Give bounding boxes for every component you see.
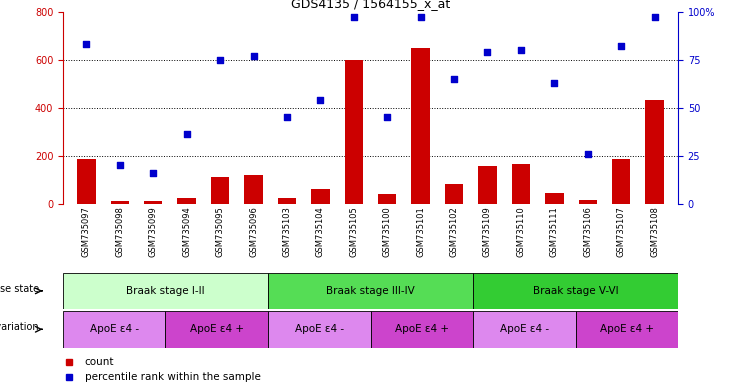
Bar bbox=[278, 197, 296, 204]
Bar bbox=[77, 159, 96, 204]
Point bbox=[314, 97, 326, 103]
Point bbox=[281, 114, 293, 120]
Text: ApoE ε4 +: ApoE ε4 + bbox=[395, 324, 449, 334]
Bar bbox=[110, 201, 129, 204]
Text: ApoE ε4 +: ApoE ε4 + bbox=[190, 324, 244, 334]
Point bbox=[548, 79, 560, 86]
Bar bbox=[579, 200, 597, 204]
Text: ApoE ε4 -: ApoE ε4 - bbox=[90, 324, 139, 334]
Text: disease state: disease state bbox=[0, 284, 39, 294]
Bar bbox=[545, 193, 564, 204]
Bar bbox=[445, 184, 463, 204]
Point bbox=[448, 76, 460, 82]
Point bbox=[81, 41, 93, 47]
Text: ApoE ε4 +: ApoE ε4 + bbox=[599, 324, 654, 334]
Bar bbox=[165, 311, 268, 348]
Text: Braak stage III-IV: Braak stage III-IV bbox=[326, 286, 415, 296]
Bar bbox=[268, 311, 370, 348]
Bar bbox=[378, 194, 396, 204]
Bar bbox=[144, 201, 162, 204]
Bar bbox=[473, 311, 576, 348]
Text: percentile rank within the sample: percentile rank within the sample bbox=[84, 372, 260, 382]
Bar bbox=[177, 197, 196, 204]
Bar bbox=[268, 273, 473, 309]
Bar bbox=[245, 175, 263, 204]
Bar bbox=[211, 177, 229, 204]
Bar bbox=[645, 100, 664, 204]
Point bbox=[648, 14, 660, 20]
Point bbox=[615, 43, 627, 49]
Point bbox=[147, 170, 159, 176]
Bar bbox=[345, 60, 363, 204]
Bar bbox=[473, 273, 678, 309]
Text: ApoE ε4 -: ApoE ε4 - bbox=[499, 324, 549, 334]
Bar bbox=[370, 311, 473, 348]
Bar bbox=[63, 273, 268, 309]
Bar bbox=[576, 311, 678, 348]
Point bbox=[214, 56, 226, 63]
Text: genotype/variation: genotype/variation bbox=[0, 323, 39, 333]
Point bbox=[348, 14, 359, 20]
Point bbox=[482, 49, 494, 55]
Point bbox=[114, 162, 126, 168]
Text: count: count bbox=[84, 356, 114, 367]
Point bbox=[382, 114, 393, 120]
Text: Braak stage V-VI: Braak stage V-VI bbox=[533, 286, 618, 296]
Text: ApoE ε4 -: ApoE ε4 - bbox=[295, 324, 344, 334]
Bar bbox=[612, 159, 631, 204]
Text: Braak stage I-II: Braak stage I-II bbox=[126, 286, 205, 296]
Point bbox=[515, 47, 527, 53]
Bar bbox=[311, 189, 330, 204]
Bar bbox=[512, 164, 530, 204]
Point bbox=[582, 151, 594, 157]
Bar bbox=[411, 48, 430, 204]
Point bbox=[415, 14, 427, 20]
Bar bbox=[478, 166, 496, 204]
Point bbox=[247, 53, 259, 59]
Point bbox=[181, 131, 193, 137]
Bar bbox=[63, 311, 165, 348]
Title: GDS4135 / 1564155_x_at: GDS4135 / 1564155_x_at bbox=[291, 0, 450, 10]
